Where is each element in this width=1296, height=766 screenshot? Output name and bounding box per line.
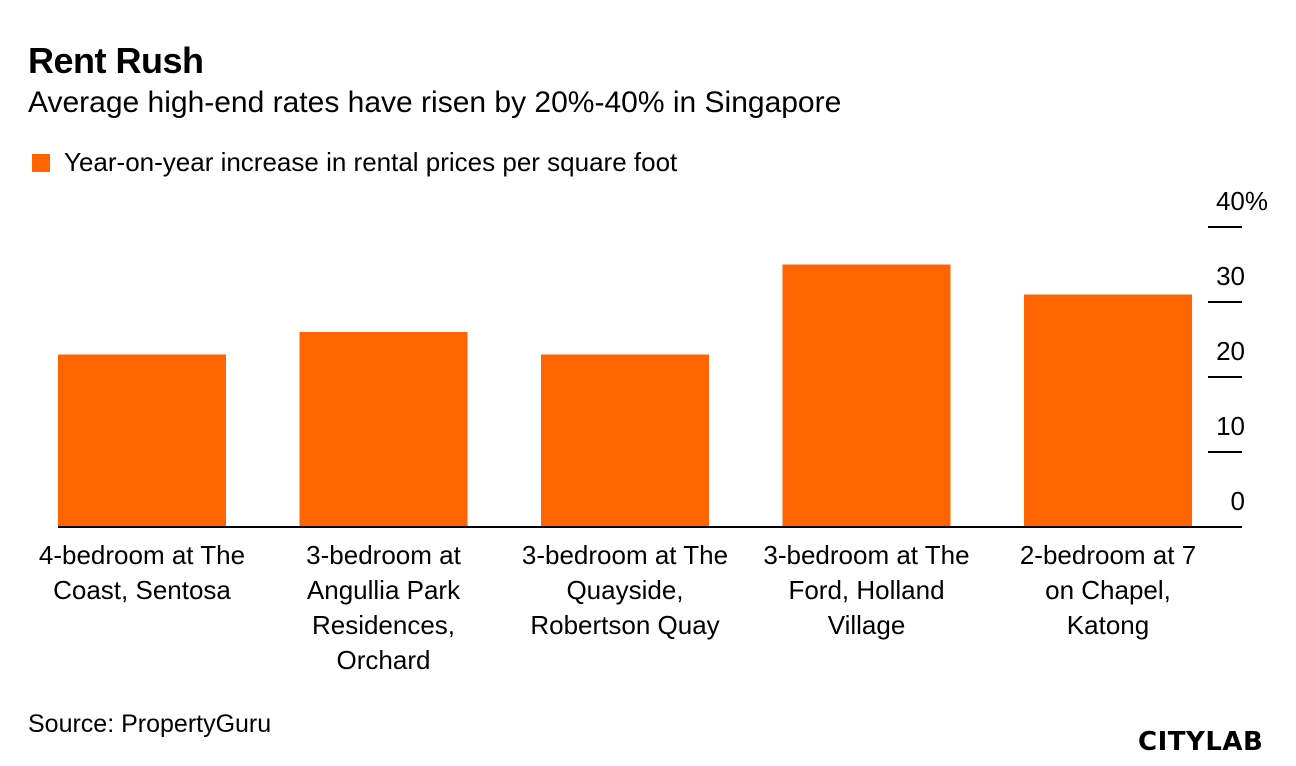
- legend-swatch: [32, 153, 50, 172]
- y-tick-label: 30: [1216, 261, 1245, 291]
- bar-1: [58, 354, 226, 527]
- y-tick-label: 0: [1231, 486, 1245, 516]
- bar-chart: 0 10 20 30 40% 4-bedroom at The Coast, Sentosa…: [39, 186, 1268, 675]
- y-tick-label: 40%: [1216, 186, 1268, 216]
- category-label-3: 3-bedroom at The Quayside, Robertson Quay: [522, 540, 728, 640]
- category-label-1: 4-bedroom at The Coast, Sentosa: [39, 540, 245, 605]
- category-label-5: 2-bedroom at 7 on Chapel, Katong: [1020, 540, 1196, 640]
- chart-subtitle: Average high-end rates have risen by 20%…: [28, 86, 842, 119]
- chart-legend: Year-on-year increase in rental prices p…: [32, 147, 677, 178]
- legend-label: Year-on-year increase in rental prices p…: [64, 147, 678, 177]
- y-tick-label: 10: [1216, 411, 1245, 441]
- bar-2: [299, 332, 468, 527]
- bar-4: [782, 264, 951, 527]
- y-tick-label: 20: [1216, 336, 1245, 366]
- bar-3: [541, 354, 709, 527]
- chart-title: Rent Rush: [28, 40, 204, 81]
- source-note: Source: PropertyGuru: [28, 710, 272, 738]
- bar-5: [1024, 294, 1192, 527]
- category-label-2: 3-bedroom at Angullia Park Residences, Orch…: [306, 540, 461, 675]
- category-label-4: 3-bedroom at The Ford, Holland Village: [763, 540, 969, 640]
- citylab-logo: CITYLAB: [1138, 727, 1264, 757]
